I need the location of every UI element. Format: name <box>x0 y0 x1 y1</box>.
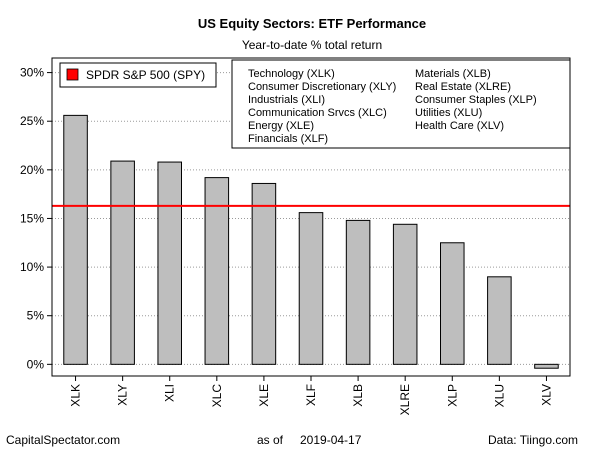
sector-key-item: Technology (XLK) <box>248 68 335 80</box>
spy-legend-label: SPDR S&P 500 (SPY) <box>86 68 205 82</box>
x-tick-label: XLE <box>257 384 271 407</box>
bar-xli <box>157 161 182 365</box>
bar-xlv <box>534 363 559 369</box>
chart-subtitle: Year-to-date % total return <box>242 38 382 52</box>
bar-xlk <box>63 114 88 365</box>
sector-key-item: Materials (XLB) <box>415 68 491 80</box>
bar-xle <box>251 182 277 365</box>
sector-key-item: Communication Srvcs (XLC) <box>248 107 387 119</box>
sector-key-item: Energy (XLE) <box>248 120 314 132</box>
spy-legend-box <box>59 62 217 88</box>
y-axis: 0% 5% 10% 15% 20% 25% 30% <box>20 66 52 371</box>
as-of-date: 2019-04-17 <box>300 433 362 447</box>
x-tick-label: XLF <box>304 384 318 406</box>
sector-key-item: Financials (XLF) <box>248 133 328 145</box>
bar-xlc <box>204 177 230 365</box>
spy-legend: SPDR S&P 500 (SPY) <box>59 62 217 88</box>
y-tick-label: 10% <box>20 260 44 274</box>
sector-key-item: Health Care (XLV) <box>415 120 504 132</box>
bar-xly <box>110 160 135 365</box>
x-tick-label: XLU <box>492 384 506 407</box>
y-tick-label: 15% <box>20 211 44 225</box>
source-left: CapitalSpectator.com <box>6 433 120 447</box>
x-tick-label: XLV <box>539 384 553 406</box>
chart-title: US Equity Sectors: ETF Performance <box>198 16 426 31</box>
y-tick-label: 30% <box>20 66 44 80</box>
x-tick-label: XLRE <box>398 384 412 415</box>
bar-xlf <box>298 212 324 365</box>
as-of-label: as of <box>257 433 284 447</box>
y-tick-label: 5% <box>27 309 45 323</box>
spy-legend-swatch <box>66 68 79 81</box>
sector-key-item: Utilities (XLU) <box>415 107 482 119</box>
sector-key-item: Consumer Staples (XLP) <box>415 94 537 106</box>
bar-xlre <box>392 223 418 365</box>
y-tick-label: 25% <box>20 114 44 128</box>
bar-xlb <box>345 219 371 365</box>
bars <box>63 114 559 369</box>
x-axis: XLK XLY XLI XLC XLE XLF XLB XLRE XLP XLU XLV <box>69 376 553 415</box>
bar-xlp <box>440 242 465 365</box>
sector-key-item: Real Estate (XLRE) <box>415 81 511 93</box>
sector-key: Technology (XLK)Consumer Discretionary (… <box>231 59 571 149</box>
y-tick-label: 20% <box>20 163 44 177</box>
y-tick-label: 0% <box>27 357 45 371</box>
sector-key-item: Industrials (XLI) <box>248 94 325 106</box>
bar-xlu <box>487 276 512 365</box>
x-tick-label: XLK <box>69 384 83 407</box>
x-tick-label: XLC <box>210 384 224 408</box>
sector-key-box <box>231 59 571 149</box>
sector-key-item: Consumer Discretionary (XLY) <box>248 81 396 93</box>
plot-frame <box>51 57 571 377</box>
x-tick-label: XLP <box>445 384 459 407</box>
x-tick-label: XLB <box>351 384 365 407</box>
x-tick-label: XLY <box>116 384 130 406</box>
x-tick-label: XLI <box>163 384 177 402</box>
source-right: Data: Tiingo.com <box>488 433 578 447</box>
